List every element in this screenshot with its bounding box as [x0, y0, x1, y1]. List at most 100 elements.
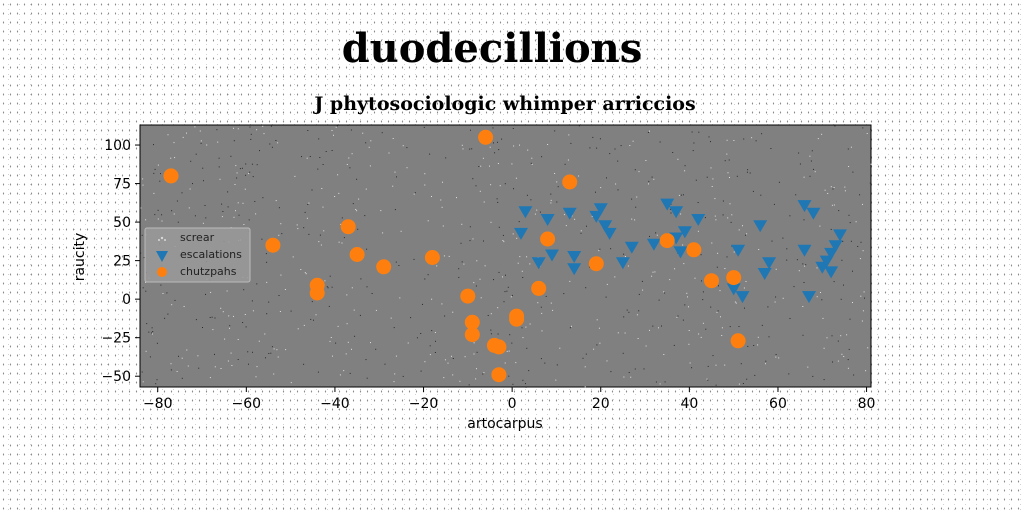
- plot-speckle: [317, 371, 319, 373]
- plot-speckle: [585, 353, 587, 355]
- plot-speckle: [209, 377, 211, 379]
- plot-speckle: [233, 315, 234, 317]
- plot-speckle: [475, 285, 477, 287]
- plot-speckle: [470, 129, 471, 131]
- plot-speckle: [351, 287, 353, 289]
- plot-speckle: [710, 167, 712, 169]
- point-escalations: [669, 206, 684, 219]
- plot-speckle: [849, 318, 851, 320]
- plot-speckle: [711, 186, 713, 187]
- plot-speckle: [420, 333, 422, 334]
- plot-speckle: [176, 371, 178, 372]
- plot-speckle: [571, 325, 572, 327]
- x-tick-label: −40: [320, 396, 350, 412]
- plot-speckle: [452, 311, 454, 313]
- plot-speckle: [747, 345, 749, 347]
- plot-speckle: [557, 186, 559, 188]
- plot-speckle: [442, 181, 443, 183]
- plot-speckle: [161, 214, 163, 216]
- plot-speckle: [375, 309, 377, 311]
- plot-speckle: [326, 286, 328, 288]
- plot-speckle: [775, 296, 777, 298]
- plot-speckle: [697, 202, 699, 203]
- plot-speckle: [864, 297, 865, 299]
- plot-speckle: [632, 140, 634, 142]
- plot-speckle: [301, 156, 302, 158]
- plot-speckle: [448, 255, 450, 257]
- plot-speckle: [442, 225, 444, 227]
- point-escalations: [567, 251, 582, 263]
- plot-speckle: [789, 318, 791, 319]
- plot-speckle: [859, 258, 861, 260]
- plot-speckle: [492, 127, 494, 129]
- plot-speckle: [157, 218, 159, 220]
- plot-speckle: [584, 366, 586, 368]
- point-chutzpahs: [588, 256, 604, 272]
- plot-speckle: [511, 294, 513, 296]
- plot-speckle: [843, 356, 845, 357]
- plot-speckle: [229, 325, 231, 327]
- plot-speckle: [357, 228, 359, 230]
- plot-speckle: [637, 338, 639, 339]
- plot-speckle: [347, 341, 349, 343]
- plot-speckle: [556, 181, 558, 183]
- plot-speckle: [526, 194, 528, 196]
- x-tick-label: 0: [508, 396, 517, 412]
- plot-speckle: [742, 383, 744, 384]
- plot-speckle: [362, 132, 364, 134]
- plot-speckle: [266, 261, 268, 263]
- plot-speckle: [502, 234, 504, 236]
- plot-speckle: [145, 281, 147, 283]
- plot-speckle: [738, 229, 740, 231]
- plot-speckle: [821, 133, 823, 135]
- plot-speckle: [219, 178, 221, 180]
- plot-speckle: [156, 379, 158, 381]
- plot-speckle: [234, 184, 236, 185]
- plot-speckle: [719, 290, 721, 292]
- plot-speckle: [600, 187, 602, 189]
- plot-speckle: [788, 373, 790, 375]
- point-escalations: [731, 244, 746, 257]
- plot-speckle: [247, 351, 249, 353]
- plot-speckle: [307, 204, 309, 205]
- plot-speckle: [698, 131, 700, 133]
- plot-speckle: [758, 249, 760, 250]
- plot-speckle: [841, 353, 843, 355]
- point-escalations: [660, 198, 675, 211]
- plot-speckle: [669, 208, 671, 210]
- plot-speckle: [318, 241, 320, 243]
- plot-speckle: [349, 167, 351, 169]
- plot-speckle: [847, 367, 849, 369]
- plot-speckle: [364, 215, 366, 217]
- plot-speckle: [487, 315, 489, 316]
- plot-speckle: [205, 293, 206, 295]
- plot-speckle: [771, 240, 773, 242]
- plot-speckle: [757, 344, 759, 346]
- plot-speckle: [694, 277, 696, 279]
- plot-speckle: [490, 313, 492, 315]
- plot-speckle: [371, 293, 373, 294]
- plot-speckle: [570, 142, 572, 144]
- plot-speckle: [482, 157, 484, 159]
- plot-speckle: [804, 265, 806, 267]
- plot-speckle: [307, 130, 309, 131]
- plot-speckle: [431, 196, 432, 197]
- plot-speckle: [167, 134, 169, 136]
- plot-speckle: [631, 198, 633, 200]
- plot-speckle: [848, 214, 850, 216]
- legend-label-chutzpahs: chutzpahs: [180, 265, 237, 278]
- plot-speckle: [706, 176, 708, 178]
- plot-speckle: [256, 164, 258, 166]
- plot-speckle: [541, 312, 543, 314]
- plot-speckle: [852, 302, 853, 303]
- plot-speckle: [852, 171, 854, 173]
- plot-speckle: [483, 372, 485, 374]
- plot-speckle: [702, 322, 704, 324]
- plot-speckle: [353, 309, 355, 311]
- plot-speckle: [698, 333, 700, 335]
- plot-speckle: [767, 306, 769, 308]
- point-escalations: [545, 249, 559, 262]
- plot-speckle: [270, 125, 272, 127]
- plot-speckle: [571, 215, 573, 217]
- plot-speckle: [722, 200, 724, 202]
